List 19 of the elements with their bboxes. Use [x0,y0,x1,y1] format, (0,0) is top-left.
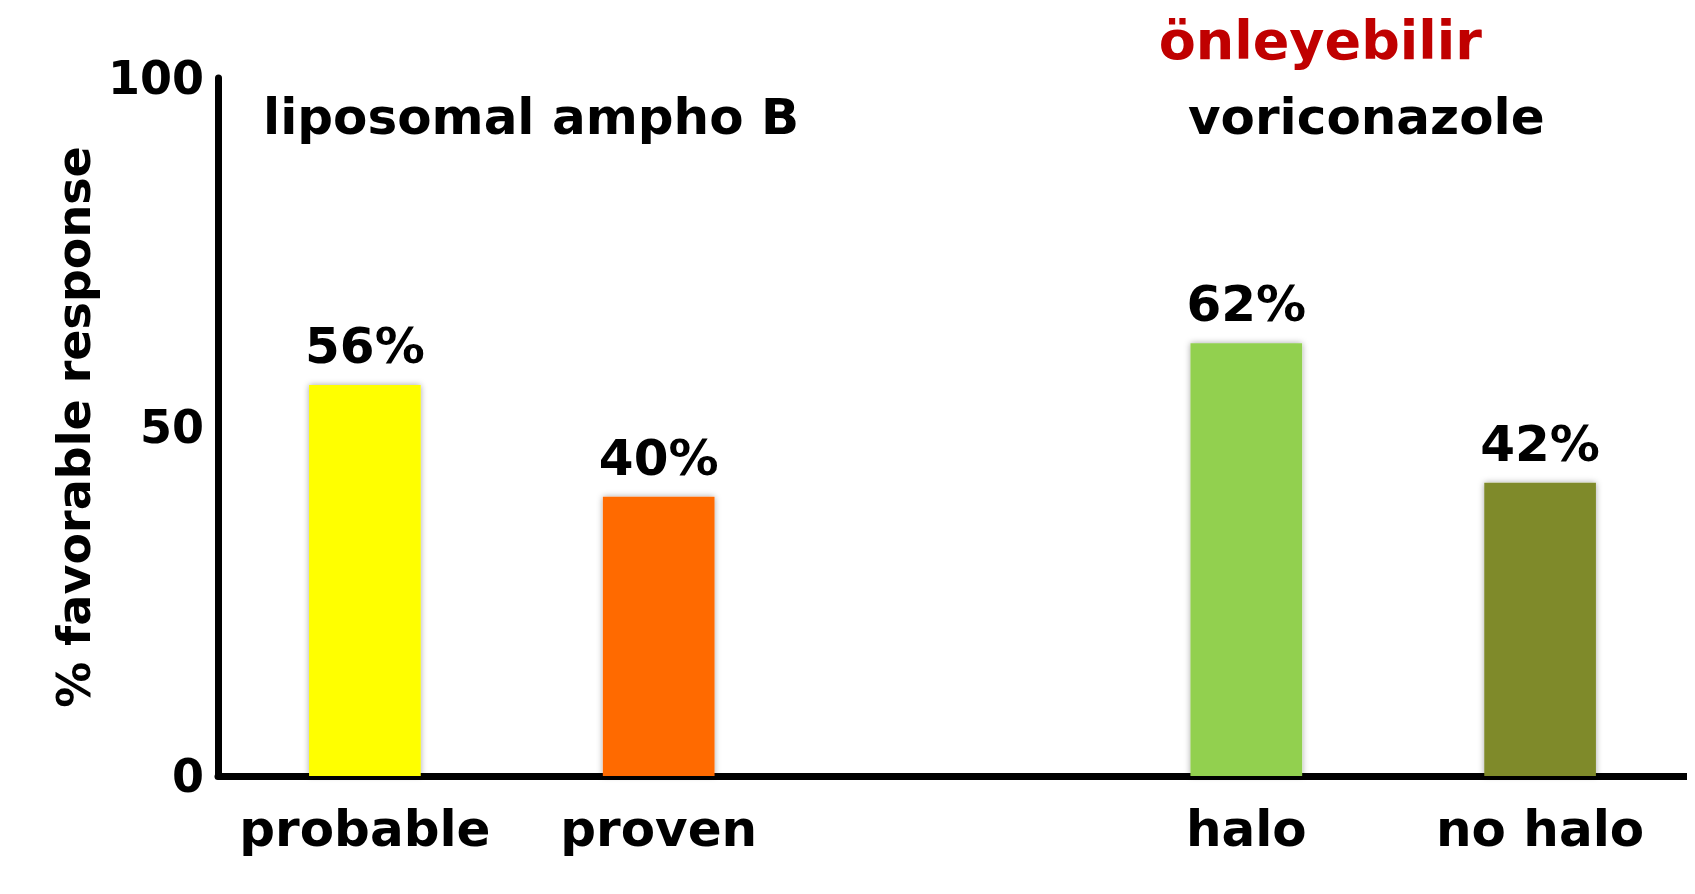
data-label: 40% [598,428,719,487]
x-tick-label: probable [239,800,491,858]
bar [1190,343,1303,776]
x-tick-label: no halo [1436,800,1645,858]
annotation: voriconazole [1188,88,1545,146]
y-axis-title: % favorable response [47,146,102,708]
y-tick-label: 0 [171,749,204,803]
bar [309,385,421,776]
data-label: 62% [1186,275,1307,334]
annotation: liposomal ampho B [263,88,800,146]
bar [1484,482,1596,776]
chart-title: önleyebilir [1158,8,1483,72]
bar [602,496,715,776]
y-tick-label: 100 [107,51,204,105]
data-label: 56% [305,317,425,376]
x-tick-label: proven [560,800,758,858]
x-tick-label: halo [1185,800,1307,858]
data-label: 42% [1480,414,1600,473]
y-tick-label: 50 [139,400,204,454]
